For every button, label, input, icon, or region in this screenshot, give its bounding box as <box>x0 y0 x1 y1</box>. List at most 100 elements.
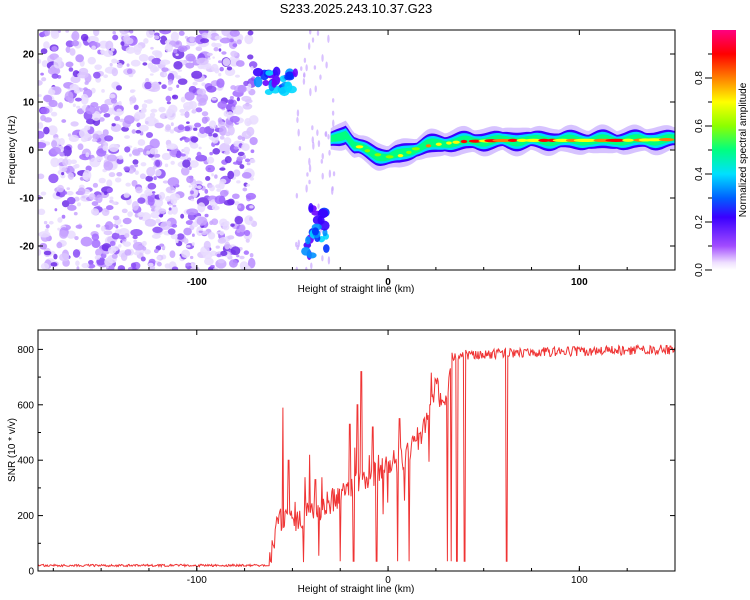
noise-speck <box>311 37 315 43</box>
noise-speck <box>147 62 154 70</box>
noise-speck <box>131 149 141 156</box>
noise-speck <box>145 30 155 38</box>
noise-speck <box>101 250 110 255</box>
noise-speck <box>218 60 222 64</box>
noise-speck <box>57 217 63 223</box>
noise-speck <box>250 149 255 154</box>
noise-speck <box>295 266 298 270</box>
noise-speck <box>91 239 101 248</box>
noise-speck <box>153 153 161 158</box>
y-tick-label: 10 <box>23 98 35 109</box>
noise-speck <box>180 96 186 103</box>
noise-speck <box>190 142 199 149</box>
noise-speck <box>183 146 191 154</box>
noise-speck <box>75 224 83 229</box>
noise-speck <box>81 262 90 269</box>
x-tick-label: -100 <box>187 575 207 586</box>
noise-speck <box>144 218 157 227</box>
noise-speck <box>103 74 109 79</box>
noise-speck <box>331 98 335 103</box>
noise-speck <box>91 138 98 142</box>
noise-speck <box>188 166 192 171</box>
noise-speck <box>308 179 311 185</box>
signal-hotspot <box>538 138 550 142</box>
noise-speck <box>80 93 89 105</box>
noise-speck <box>98 177 106 184</box>
noise-speck <box>100 225 106 232</box>
noise-speck <box>165 195 172 202</box>
noise-speck <box>91 45 96 50</box>
noise-speck <box>232 161 239 165</box>
signal-hotspot <box>425 144 432 148</box>
cluster-blob <box>271 75 281 86</box>
noise-speck <box>165 95 172 102</box>
noise-speck <box>105 40 114 51</box>
noise-speck <box>191 233 195 237</box>
noise-speck <box>169 193 181 201</box>
y-tick-label: 200 <box>17 511 34 522</box>
snr-frame <box>37 329 676 572</box>
noise-speck <box>183 238 189 244</box>
noise-speck <box>171 189 175 193</box>
noise-speck <box>53 58 62 69</box>
noise-speck <box>320 159 324 164</box>
noise-speck <box>88 260 94 265</box>
signal-hotspot <box>446 141 452 145</box>
noise-speck <box>181 249 191 259</box>
noise-speck <box>126 68 133 75</box>
noise-speck <box>223 137 232 145</box>
noise-speck <box>191 183 198 189</box>
noise-speck <box>180 213 185 219</box>
noise-speck <box>133 44 143 53</box>
noise-speck <box>186 121 190 124</box>
noise-speck <box>171 94 179 100</box>
noise-speck <box>137 211 145 218</box>
y-tick-label: -20 <box>20 242 35 253</box>
noise-speck <box>76 202 81 207</box>
cluster-blob <box>262 80 270 87</box>
noise-speck <box>186 175 194 184</box>
noise-speck <box>211 205 220 211</box>
noise-speck <box>108 172 116 178</box>
noise-speck <box>50 157 60 168</box>
y-tick-label: 0 <box>28 146 34 157</box>
noise-speck <box>237 151 245 157</box>
noise-speck <box>214 67 220 74</box>
noise-speck <box>61 119 67 123</box>
noise-speck <box>180 153 186 157</box>
noise-speck <box>149 148 159 155</box>
noise-speck <box>211 135 219 144</box>
noise-speck <box>56 184 65 193</box>
noise-speck <box>88 193 96 200</box>
noise-speck <box>153 176 157 181</box>
noise-speck <box>129 169 134 174</box>
noise-speck <box>237 135 243 140</box>
noise-speck <box>206 52 213 56</box>
noise-speck <box>69 48 76 56</box>
noise-speck <box>202 251 213 260</box>
cluster-blob <box>306 252 317 259</box>
noise-speck <box>212 148 221 155</box>
noise-speck <box>215 245 220 249</box>
noise-speck <box>166 143 178 150</box>
noise-speck <box>217 117 223 124</box>
noise-speck <box>204 257 214 266</box>
noise-speck <box>129 30 134 34</box>
noise-speck <box>84 125 91 131</box>
noise-speck <box>151 191 156 194</box>
noise-speck <box>191 109 197 114</box>
noise-speck <box>135 186 143 194</box>
noise-speck <box>297 239 300 248</box>
noise-speck <box>50 111 58 117</box>
noise-speck <box>228 259 238 268</box>
noise-speck <box>184 137 190 143</box>
noise-speck <box>224 156 232 164</box>
noise-speck <box>102 129 109 136</box>
noise-speck <box>241 136 246 142</box>
signal-hotspot <box>644 138 664 142</box>
noise-speck <box>230 223 235 227</box>
noise-speck <box>185 244 191 248</box>
noise-speck <box>328 149 331 156</box>
noise-speck <box>219 167 226 171</box>
noise-speck <box>65 30 70 33</box>
